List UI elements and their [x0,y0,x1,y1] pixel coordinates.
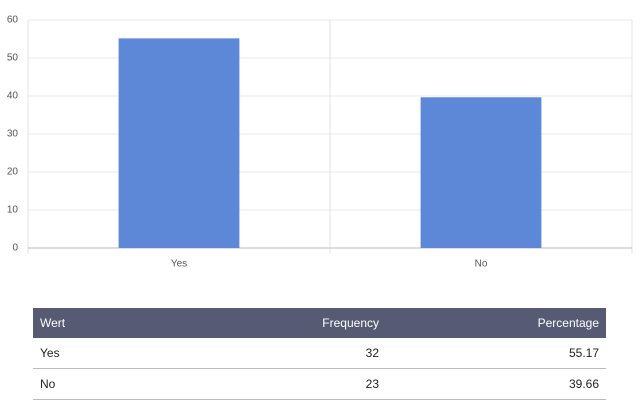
header-cell: Frequency [227,308,386,338]
y-tick-label: 20 [7,167,19,178]
table-cell: 39.66 [386,368,606,400]
table-header: Wert Frequency Percentage [33,308,606,338]
table-cell: 55.17 [386,338,606,369]
header-cell: Percentage [386,308,606,338]
y-tick-label: 0 [12,243,18,254]
x-tick-label: No [475,259,488,270]
bar [118,38,240,248]
data-table: Wert Frequency Percentage Yes 32 55.17 No 23… [33,308,606,400]
chart: 0 10 20 30 40 50 60 Yes No [7,15,633,270]
header-cell: Wert [33,308,227,338]
y-tick-label: 30 [7,129,19,140]
table-row: Yes 32 55.17 [33,338,606,369]
table-row: No 23 39.66 [33,368,606,400]
bar [420,97,542,249]
y-tick-label: 40 [7,91,19,102]
x-tick-label: Yes [171,259,187,270]
table-cell: Yes [33,338,227,369]
y-tick-label: 60 [7,15,19,26]
y-tick-label: 10 [7,205,19,216]
table-cell: 32 [227,338,386,369]
table-cell: No [33,368,227,400]
table-cell: 23 [227,368,386,400]
y-tick-label: 50 [7,53,19,64]
